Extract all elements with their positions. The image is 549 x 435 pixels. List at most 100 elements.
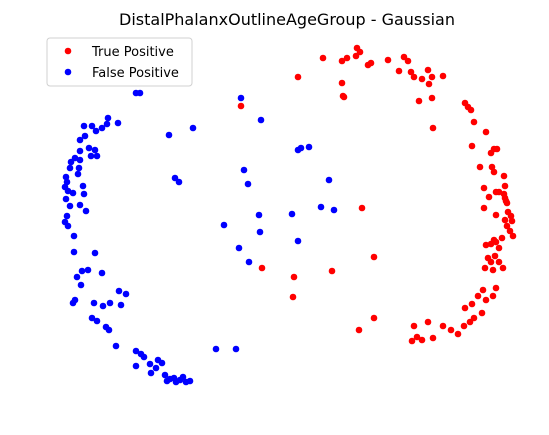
false-positive-point <box>136 89 144 97</box>
false-positive-point <box>330 206 338 214</box>
true-positive-point <box>370 253 378 261</box>
false-positive-point <box>66 164 74 172</box>
false-positive-point <box>232 345 240 353</box>
false-positive-point <box>63 212 71 220</box>
true-positive-point <box>468 300 476 308</box>
false-positive-point <box>76 147 84 155</box>
false-positive-point <box>87 152 95 160</box>
false-positive-point <box>297 144 305 152</box>
true-positive-point <box>408 337 416 345</box>
false-positive-point <box>255 211 263 219</box>
false-positive-point <box>112 342 120 350</box>
false-positive-point <box>75 164 83 172</box>
false-positive-point <box>92 127 100 135</box>
true-positive-point <box>481 264 489 272</box>
true-positive-point <box>410 73 418 81</box>
false-positive-point <box>82 207 90 215</box>
true-positive-point <box>482 241 490 249</box>
false-positive-point <box>64 187 72 195</box>
false-positive-point <box>85 144 93 152</box>
false-positive-point <box>132 347 140 355</box>
true-positive-point <box>343 54 351 62</box>
true-positive-point <box>429 334 437 342</box>
true-positive-point <box>470 118 478 126</box>
true-positive-point <box>503 222 511 230</box>
false-positive-point <box>105 326 113 334</box>
false-positive-point <box>78 267 86 275</box>
false-positive-point <box>288 210 296 218</box>
false-positive-point <box>132 362 140 370</box>
true-positive-point <box>482 296 490 304</box>
true-positive-point <box>289 293 297 301</box>
true-positive-point <box>384 56 392 64</box>
true-positive-point <box>467 106 475 114</box>
true-positive-point <box>418 336 426 344</box>
false-positive-point <box>163 377 171 385</box>
true-positive-point <box>418 75 426 83</box>
true-positive-point <box>503 199 511 207</box>
false-positive-point <box>171 174 179 182</box>
false-positive-point <box>325 176 333 184</box>
true-positive-point <box>352 52 360 60</box>
true-positive-point <box>460 322 468 330</box>
true-positive-point <box>319 54 327 62</box>
true-positive-point <box>237 102 245 110</box>
true-positive-point <box>478 309 486 317</box>
false-positive-point <box>317 203 325 211</box>
true-positive-point <box>338 57 346 65</box>
data-points <box>61 44 517 386</box>
true-positive-point <box>489 266 497 274</box>
true-positive-point <box>508 217 516 225</box>
false-positive-point <box>256 228 264 236</box>
false-positive-point <box>245 258 253 266</box>
true-positive-point <box>476 163 484 171</box>
false-positive-point <box>172 378 180 386</box>
true-positive-point <box>428 94 436 102</box>
true-positive-point <box>370 314 378 322</box>
false-positive-point <box>122 290 130 298</box>
true-positive-point <box>358 204 366 212</box>
true-positive-point <box>429 124 437 132</box>
false-positive-point <box>76 136 84 144</box>
false-positive-point <box>179 373 187 381</box>
false-positive-point <box>88 122 96 130</box>
true-positive-point <box>501 216 509 224</box>
true-positive-point <box>468 142 476 150</box>
true-positive-point <box>495 258 503 266</box>
false-positive-point <box>79 182 87 190</box>
false-positive-point <box>165 131 173 139</box>
false-positive-point <box>70 248 78 256</box>
false-positive-point <box>147 369 155 377</box>
false-positive-point <box>175 178 183 186</box>
false-positive-point <box>117 301 125 309</box>
legend-marker-false-positive <box>64 68 72 76</box>
false-positive-point <box>93 317 101 325</box>
false-positive-point <box>146 360 154 368</box>
chart-title: DistalPhalanxOutlineAgeGroup - Gaussian <box>119 10 455 29</box>
false-positive-point <box>294 237 302 245</box>
false-positive-point <box>237 94 245 102</box>
false-positive-point <box>76 201 84 209</box>
true-positive-point <box>410 322 418 330</box>
true-positive-point <box>447 326 455 334</box>
false-positive-point <box>84 266 92 274</box>
true-positive-point <box>466 318 474 326</box>
true-positive-point <box>479 286 487 294</box>
true-positive-point <box>506 227 514 235</box>
true-positive-point <box>480 184 488 192</box>
false-positive-point <box>90 299 98 307</box>
false-positive-point <box>67 158 75 166</box>
false-positive-point <box>91 249 99 257</box>
true-positive-point <box>488 163 496 171</box>
legend: True Positive False Positive <box>46 37 193 87</box>
true-positive-point <box>470 314 478 322</box>
false-positive-point <box>103 120 111 128</box>
true-positive-point <box>491 252 499 260</box>
false-positive-point <box>114 119 122 127</box>
false-positive-point <box>257 116 265 124</box>
legend-marker-true-positive <box>64 47 72 55</box>
false-positive-point <box>104 114 112 122</box>
true-positive-point <box>489 292 497 300</box>
false-positive-point <box>93 152 101 160</box>
false-positive-point <box>161 371 169 379</box>
